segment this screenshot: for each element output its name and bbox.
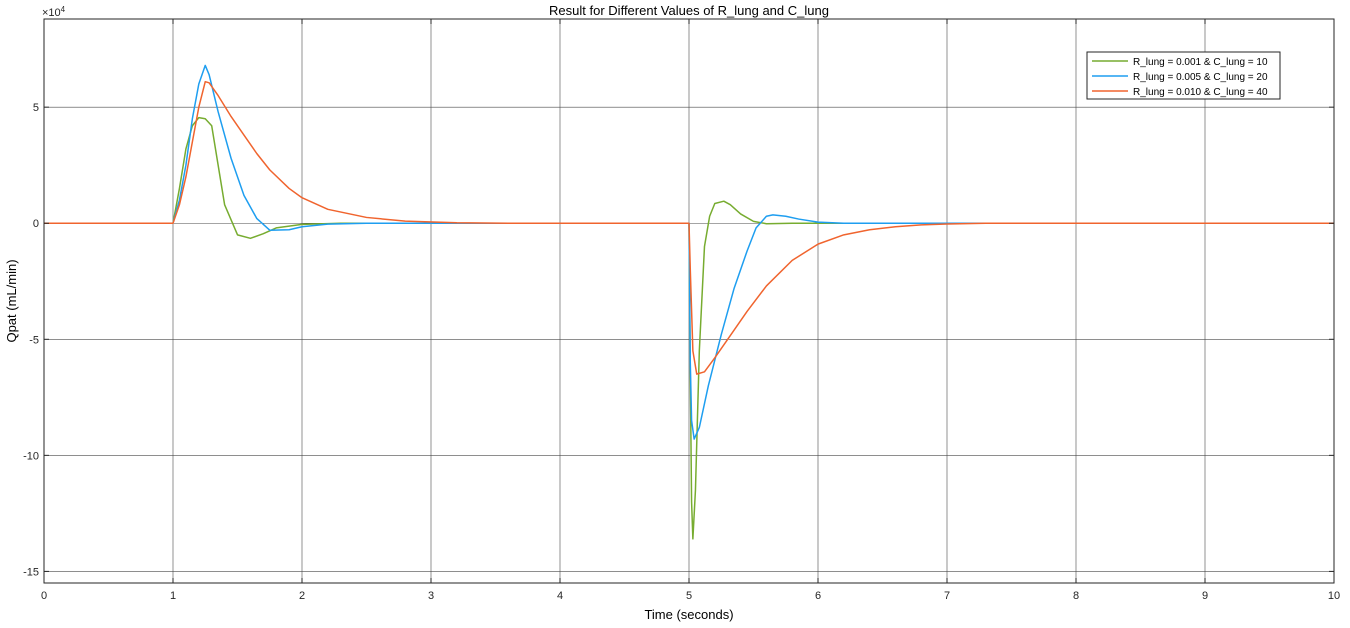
series-line-3 bbox=[44, 80, 1334, 375]
y-tick-label: 5 bbox=[33, 102, 39, 114]
x-tick-label: 9 bbox=[1202, 590, 1208, 602]
y-tick-label: 0 bbox=[33, 218, 39, 230]
y-axis-label: Qpat (mL/min) bbox=[4, 259, 19, 342]
y-axis-ticks: 5 0 -5 -10 -15 bbox=[23, 102, 1334, 578]
x-tick-label: 6 bbox=[815, 590, 821, 602]
x-tick-label: 1 bbox=[170, 590, 176, 602]
x-tick-label: 7 bbox=[944, 590, 950, 602]
x-tick-label: 4 bbox=[557, 590, 563, 602]
y-tick-label: -5 bbox=[29, 334, 39, 346]
legend: R_lung = 0.001 & C_lung = 10 R_lung = 0.0… bbox=[1086, 51, 1281, 100]
x-tick-label: 0 bbox=[41, 590, 47, 602]
series-layer bbox=[44, 64, 1334, 540]
x-tick-label: 5 bbox=[686, 590, 692, 602]
chart-title: Result for Different Values of R_lung an… bbox=[549, 3, 829, 18]
y-tick-label: -10 bbox=[23, 450, 39, 462]
y-exponent: ×104 bbox=[42, 5, 66, 19]
x-tick-label: 10 bbox=[1328, 590, 1340, 602]
y-tick-label: -15 bbox=[23, 566, 39, 578]
legend-label: R_lung = 0.001 & C_lung = 10 bbox=[1133, 57, 1268, 68]
legend-label: R_lung = 0.005 & C_lung = 20 bbox=[1133, 72, 1268, 83]
legend-label: R_lung = 0.010 & C_lung = 40 bbox=[1133, 87, 1268, 98]
x-tick-label: 3 bbox=[428, 590, 434, 602]
x-tick-label: 8 bbox=[1073, 590, 1079, 602]
x-tick-label: 2 bbox=[299, 590, 305, 602]
x-axis-label: Time (seconds) bbox=[644, 607, 733, 622]
x-axis-ticks: 0 1 2 3 4 5 6 7 8 9 10 bbox=[41, 19, 1340, 602]
